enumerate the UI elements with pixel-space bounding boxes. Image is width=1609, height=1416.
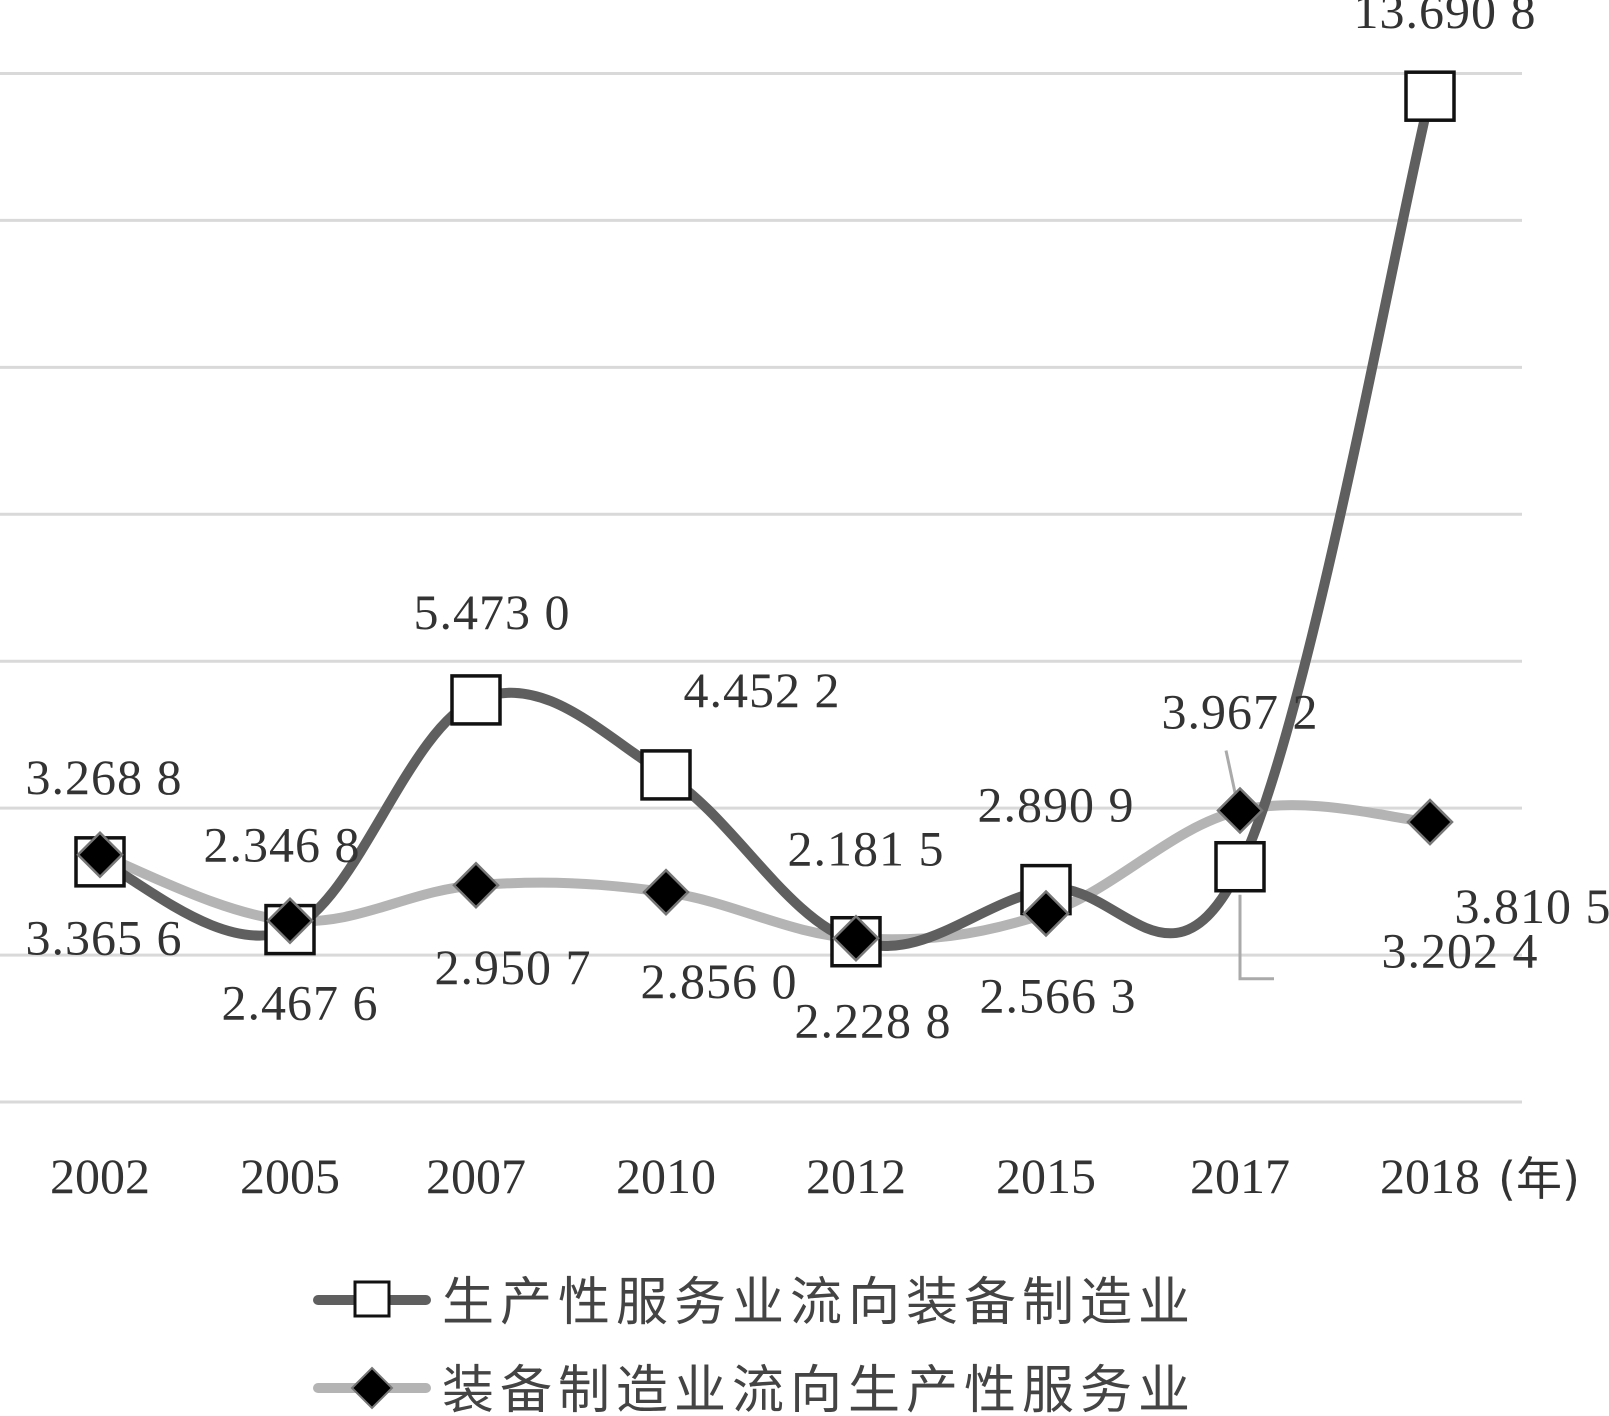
data-label-series-2-2015: 2.566 3 [980,967,1137,1023]
square-marker-2010 [640,749,692,801]
data-label-series-2-2018: 3.810 5 [1455,878,1609,934]
x-tick-label-2007: 2007 [426,1148,526,1204]
x-tick-label-2017: 2017 [1190,1148,1290,1204]
data-label-series-1-2017: 3.202 4 [1382,923,1539,979]
diamond-marker-2018 [1406,798,1454,846]
diamond-marker-2015 [1022,889,1070,938]
diamond-marker-2010 [642,868,690,916]
data-label-series-1-2015: 2.890 9 [978,777,1135,833]
data-labels: 3.268 8 2.346 8 5.473 0 4.452 2 2.181 5 2.890… [26,0,1609,1048]
legend-item-series-1: 生产性服务业流向装备制造业 [313,1273,1196,1333]
x-tick-label-2015: 2015 [996,1148,1096,1204]
x-tick-label-2005: 2005 [240,1148,340,1204]
data-label-series-2-2017: 3.967 2 [1162,684,1319,740]
legend-square-marker-icon [353,1280,391,1318]
legend: 生产性服务业流向装备制造业 装备制造业流向生产性服务业 [313,1273,1196,1416]
data-label-series-2-2007: 2.950 7 [435,939,592,995]
diamond-marker-2002 [76,830,124,879]
data-label-series-1-2007: 5.473 0 [414,584,571,640]
series-markers [74,70,1456,968]
x-tick-label-2018: 2018 [1380,1148,1480,1204]
data-label-series-2-2005: 2.467 6 [222,975,379,1031]
x-tick-label-2010: 2010 [616,1148,716,1204]
data-label-series-2-2002: 3.365 6 [26,910,183,966]
square-marker-2018 [1404,70,1456,122]
diamond-marker-2005 [266,896,314,945]
diamond-marker-2007 [452,861,500,909]
legend-label-series-2: 装备制造业流向生产性服务业 [442,1361,1196,1416]
diamond-marker-2017 [1216,786,1264,835]
leader-line-series-1-2017 [1238,894,1274,981]
data-label-series-1-2018: 13.690 8 [1354,0,1537,39]
legend-label-series-1: 生产性服务业流向装备制造业 [442,1273,1196,1333]
x-tick-label-2002: 2002 [50,1148,150,1204]
legend-diamond-marker-icon [350,1366,394,1410]
square-marker-2007 [450,674,502,726]
gridlines [0,71,1522,1104]
square-marker-2017 [1214,840,1266,893]
data-label-series-1-2012: 2.181 5 [788,821,945,877]
x-axis-unit-label: (年) [1498,1152,1580,1206]
data-label-series-2-2012: 2.228 8 [795,992,952,1048]
x-tick-label-2012: 2012 [806,1148,906,1204]
data-label-series-1-2010: 4.452 2 [684,662,841,718]
x-axis: (年) 2002 2005 2007 2010 2012 2015 2017 2018 [50,1148,1580,1206]
data-label-series-1-2005: 2.346 8 [204,817,361,873]
data-label-series-2-2010: 2.856 0 [641,953,798,1009]
legend-item-series-2: 装备制造业流向生产性服务业 [313,1361,1196,1416]
diamond-marker-2012 [832,914,880,963]
data-label-series-1-2002: 3.268 8 [26,749,183,805]
